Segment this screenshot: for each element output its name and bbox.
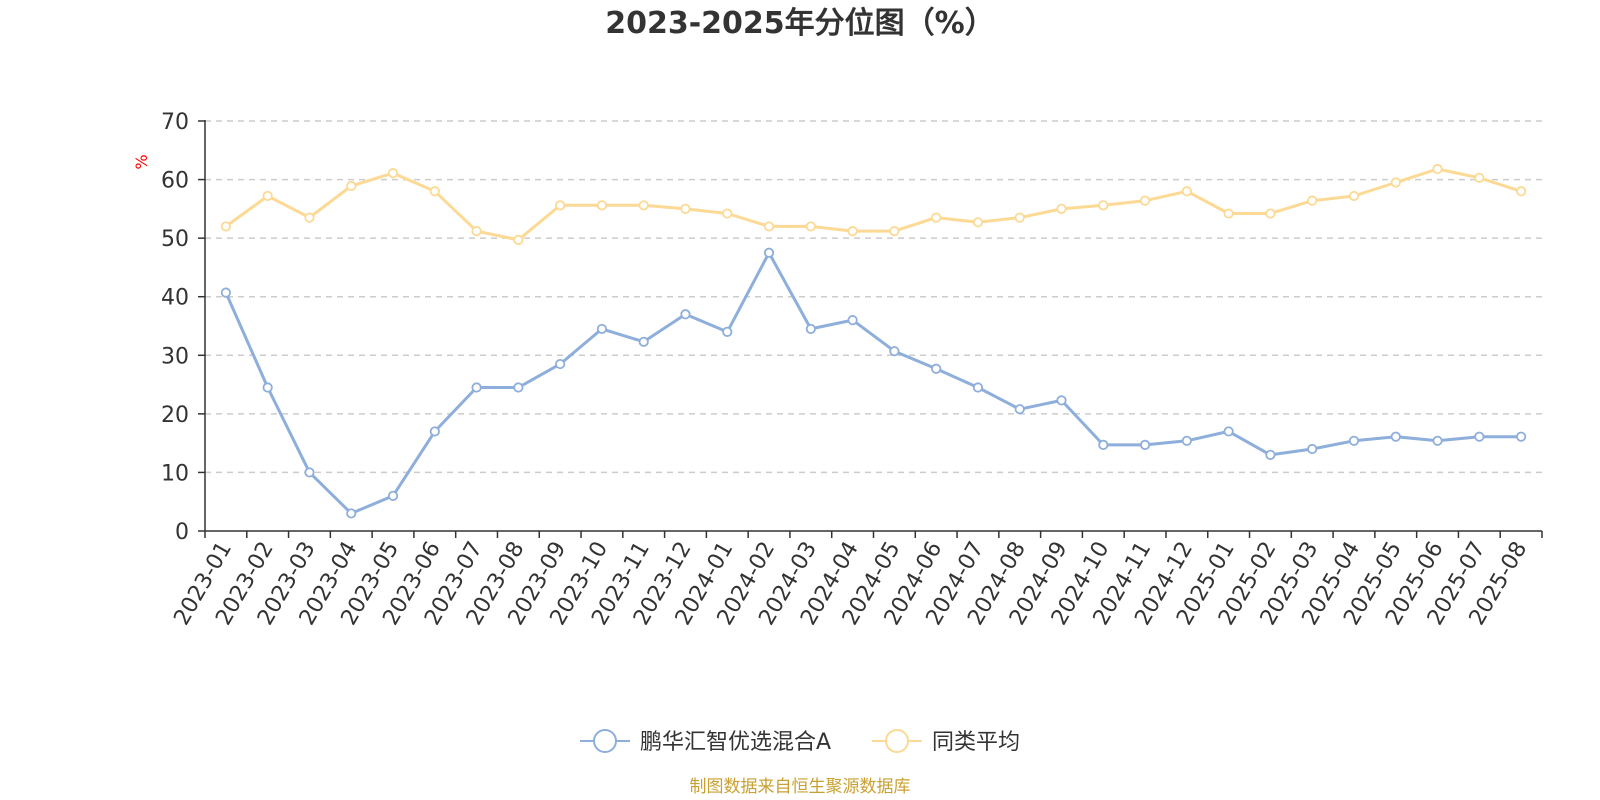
data-point[interactable]: [471, 382, 482, 393]
data-point[interactable]: [847, 315, 858, 326]
data-point[interactable]: [346, 508, 357, 519]
y-tick-label: 40: [161, 286, 189, 311]
chart-title: 2023-2025年分位图（%）: [605, 6, 995, 41]
data-point[interactable]: [220, 221, 231, 232]
data-point[interactable]: [429, 426, 440, 437]
data-point[interactable]: [1181, 186, 1192, 197]
data-point[interactable]: [513, 382, 524, 393]
legend-marker: [885, 729, 909, 753]
data-point[interactable]: [638, 200, 649, 211]
data-point[interactable]: [722, 326, 733, 337]
y-tick-label: 10: [161, 461, 189, 486]
data-point[interactable]: [680, 309, 691, 320]
y-tick-label: 0: [175, 520, 189, 545]
data-point[interactable]: [1014, 212, 1025, 223]
data-point[interactable]: [596, 200, 608, 211]
y-axis: 0 10 20 30 40 50 60 70: [161, 110, 206, 545]
data-point[interactable]: [889, 226, 900, 237]
data-point[interactable]: [1307, 195, 1318, 206]
data-point[interactable]: [1265, 449, 1276, 460]
data-point[interactable]: [1014, 404, 1025, 415]
data-point[interactable]: [387, 490, 399, 501]
data-point[interactable]: [1390, 177, 1401, 188]
data-point[interactable]: [722, 208, 733, 219]
data-point[interactable]: [1181, 435, 1192, 446]
data-point[interactable]: [1474, 172, 1485, 183]
legend-label: 鹏华汇智优选混合A: [640, 730, 831, 755]
data-point[interactable]: [1432, 163, 1443, 175]
legend-label: 同类平均: [932, 730, 1020, 755]
data-point[interactable]: [471, 226, 482, 237]
data-point[interactable]: [931, 363, 942, 374]
data-point[interactable]: [513, 234, 524, 245]
series-line: [225, 167, 1522, 242]
data-point[interactable]: [1516, 186, 1527, 197]
data-point[interactable]: [1098, 439, 1109, 450]
data-point[interactable]: [1139, 439, 1151, 450]
data-point[interactable]: [555, 358, 566, 370]
data-point[interactable]: [638, 336, 649, 347]
data-point[interactable]: [847, 226, 858, 237]
y-tick-label: 20: [161, 403, 189, 428]
data-point[interactable]: [1056, 395, 1067, 406]
data-point[interactable]: [1390, 431, 1401, 442]
x-axis: 2023-012023-022023-032023-042023-052023-…: [169, 530, 1543, 630]
legend-item[interactable]: 鹏华汇智优选混合A: [580, 729, 831, 755]
data-point[interactable]: [805, 221, 816, 232]
data-point[interactable]: [555, 200, 566, 211]
data-point[interactable]: [429, 186, 440, 197]
data-point[interactable]: [1516, 431, 1527, 442]
legend-item[interactable]: 同类平均: [872, 729, 1020, 755]
data-point[interactable]: [304, 467, 315, 478]
data-point[interactable]: [1265, 208, 1276, 219]
data-point[interactable]: [1348, 190, 1360, 202]
data-point[interactable]: [1223, 208, 1234, 219]
data-point[interactable]: [763, 247, 775, 258]
data-point[interactable]: [262, 382, 273, 393]
data-point[interactable]: [304, 212, 315, 223]
data-point[interactable]: [680, 203, 691, 214]
data-point[interactable]: [763, 221, 775, 232]
data-point[interactable]: [889, 346, 900, 357]
legend[interactable]: 鹏华汇智优选混合A 同类平均: [580, 729, 1020, 755]
data-point[interactable]: [1432, 435, 1443, 446]
series-1: [220, 163, 1527, 245]
data-point[interactable]: [596, 323, 608, 335]
y-tick-label: 30: [161, 344, 189, 369]
y-tick-label: 60: [161, 169, 189, 194]
y-tick-label: 70: [161, 110, 189, 135]
series-0: [220, 247, 1527, 519]
data-point[interactable]: [1223, 426, 1234, 437]
data-source-note: 制图数据来自恒生聚源数据库: [690, 777, 911, 797]
data-point[interactable]: [805, 323, 816, 335]
data-point[interactable]: [1139, 195, 1151, 206]
data-point[interactable]: [1098, 200, 1109, 211]
grid-lines: [205, 120, 1542, 474]
data-point[interactable]: [1348, 435, 1360, 446]
y-tick-label: 50: [161, 227, 189, 252]
data-point[interactable]: [1307, 443, 1318, 455]
data-point[interactable]: [387, 168, 399, 179]
y-axis-unit: %: [132, 154, 151, 169]
data-point[interactable]: [1474, 431, 1485, 442]
data-point[interactable]: [346, 180, 357, 192]
data-point[interactable]: [931, 212, 942, 223]
data-point[interactable]: [972, 217, 984, 228]
legend-marker: [593, 729, 617, 753]
data-point[interactable]: [1056, 203, 1067, 214]
data-point[interactable]: [262, 190, 273, 202]
series-layer: [220, 163, 1527, 519]
data-point[interactable]: [220, 287, 231, 298]
data-point[interactable]: [972, 382, 984, 393]
series-line: [224, 251, 1522, 515]
